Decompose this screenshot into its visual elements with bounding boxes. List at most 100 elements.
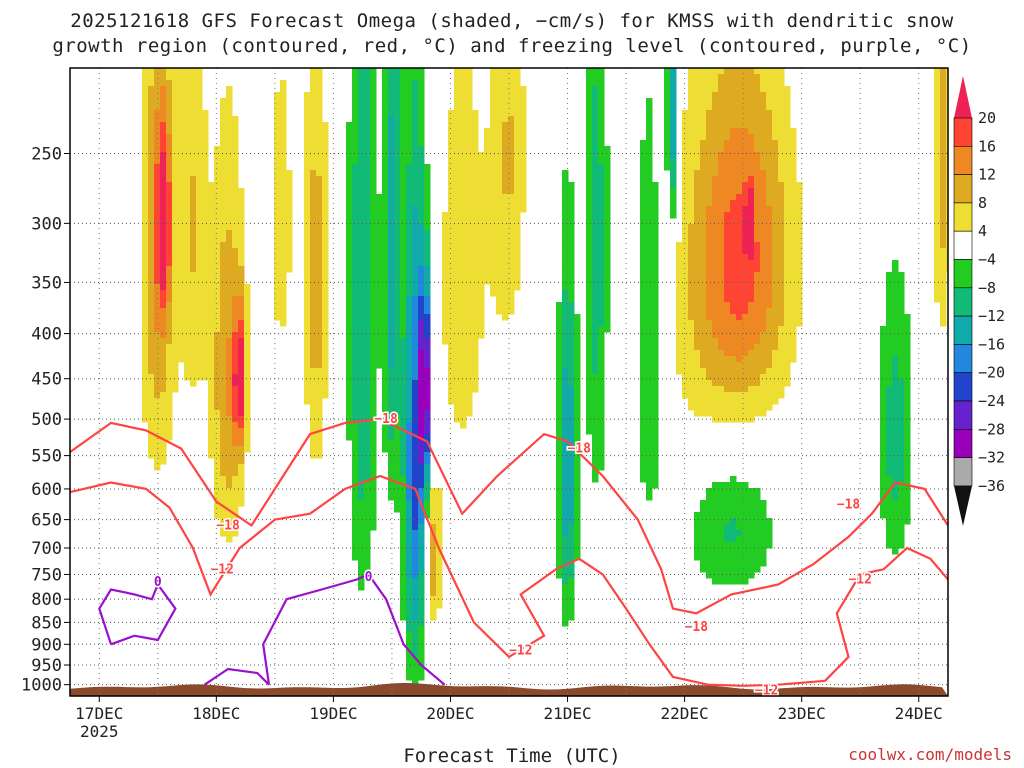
omega-cell — [382, 152, 389, 159]
omega-cell — [406, 410, 413, 417]
omega-cell — [418, 440, 425, 447]
omega-cell — [148, 254, 155, 261]
omega-cell — [220, 440, 227, 447]
omega-cell — [166, 320, 173, 327]
omega-cell — [706, 266, 713, 273]
omega-cell — [274, 152, 281, 159]
omega-cell — [400, 512, 407, 519]
omega-cell — [364, 122, 371, 129]
omega-cell — [682, 392, 689, 399]
omega-cell — [226, 116, 233, 123]
omega-cell — [154, 170, 161, 177]
omega-cell — [718, 506, 725, 513]
omega-cell — [640, 374, 647, 381]
omega-cell — [382, 170, 389, 177]
omega-cell — [778, 98, 785, 105]
omega-cell — [652, 200, 659, 207]
omega-cell — [760, 392, 767, 399]
omega-cell — [448, 248, 455, 255]
omega-cell — [460, 182, 467, 189]
omega-cell — [742, 548, 749, 555]
omega-cell — [154, 140, 161, 147]
omega-cell — [424, 362, 431, 369]
omega-cell — [562, 236, 569, 243]
omega-cell — [718, 356, 725, 363]
omega-cell — [670, 164, 677, 171]
omega-cell — [778, 332, 785, 339]
omega-cell — [382, 134, 389, 141]
omega-cell — [490, 194, 497, 201]
omega-cell — [784, 206, 791, 213]
omega-cell — [496, 266, 503, 273]
omega-cell — [418, 200, 425, 207]
omega-cell — [766, 80, 773, 87]
omega-cell — [406, 74, 413, 81]
omega-cell — [478, 164, 485, 171]
omega-cell — [388, 218, 395, 225]
omega-cell — [730, 536, 737, 543]
omega-cell — [466, 128, 473, 135]
omega-cell — [472, 386, 479, 393]
omega-cell — [472, 296, 479, 303]
omega-cell — [754, 284, 761, 291]
omega-cell — [586, 104, 593, 111]
omega-cell — [568, 428, 575, 435]
omega-cell — [730, 140, 737, 147]
omega-cell — [196, 314, 203, 321]
omega-cell — [574, 344, 581, 351]
omega-cell — [688, 362, 695, 369]
omega-cell — [364, 524, 371, 531]
omega-cell — [706, 230, 713, 237]
omega-cell — [154, 188, 161, 195]
omega-cell — [388, 152, 395, 159]
omega-cell — [724, 254, 731, 261]
omega-cell — [652, 476, 659, 483]
omega-cell — [226, 344, 233, 351]
omega-cell — [400, 392, 407, 399]
omega-cell — [142, 236, 149, 243]
omega-cell — [406, 422, 413, 429]
omega-cell — [754, 542, 761, 549]
omega-cell — [760, 68, 767, 75]
omega-cell — [592, 242, 599, 249]
omega-cell — [688, 326, 695, 333]
omega-cell — [358, 140, 365, 147]
omega-cell — [388, 278, 395, 285]
omega-cell — [304, 152, 311, 159]
omega-cell — [226, 158, 233, 165]
omega-cell — [490, 176, 497, 183]
omega-cell — [502, 68, 509, 75]
omega-cell — [352, 182, 359, 189]
omega-cell — [712, 320, 719, 327]
omega-cell — [778, 368, 785, 375]
omega-cell — [712, 254, 719, 261]
omega-cell — [676, 254, 683, 261]
omega-cell — [724, 488, 731, 495]
omega-cell — [364, 290, 371, 297]
omega-cell — [586, 320, 593, 327]
omega-cell — [568, 248, 575, 255]
omega-cell — [232, 368, 239, 375]
omega-cell — [346, 182, 353, 189]
omega-cell — [142, 344, 149, 351]
omega-cell — [178, 254, 185, 261]
omega-cell — [352, 506, 359, 513]
omega-cell — [748, 542, 755, 549]
omega-cell — [214, 440, 221, 447]
omega-cell — [382, 314, 389, 321]
omega-cell — [310, 452, 317, 459]
omega-cell — [364, 302, 371, 309]
omega-cell — [700, 170, 707, 177]
omega-cell — [736, 182, 743, 189]
omega-cell — [676, 344, 683, 351]
omega-cell — [388, 86, 395, 93]
omega-cell — [346, 392, 353, 399]
omega-cell — [754, 230, 761, 237]
omega-cell — [190, 254, 197, 261]
omega-cell — [712, 548, 719, 555]
omega-cell — [448, 122, 455, 129]
omega-cell — [154, 320, 161, 327]
omega-cell — [208, 188, 215, 195]
omega-cell — [568, 422, 575, 429]
omega-cell — [718, 152, 725, 159]
